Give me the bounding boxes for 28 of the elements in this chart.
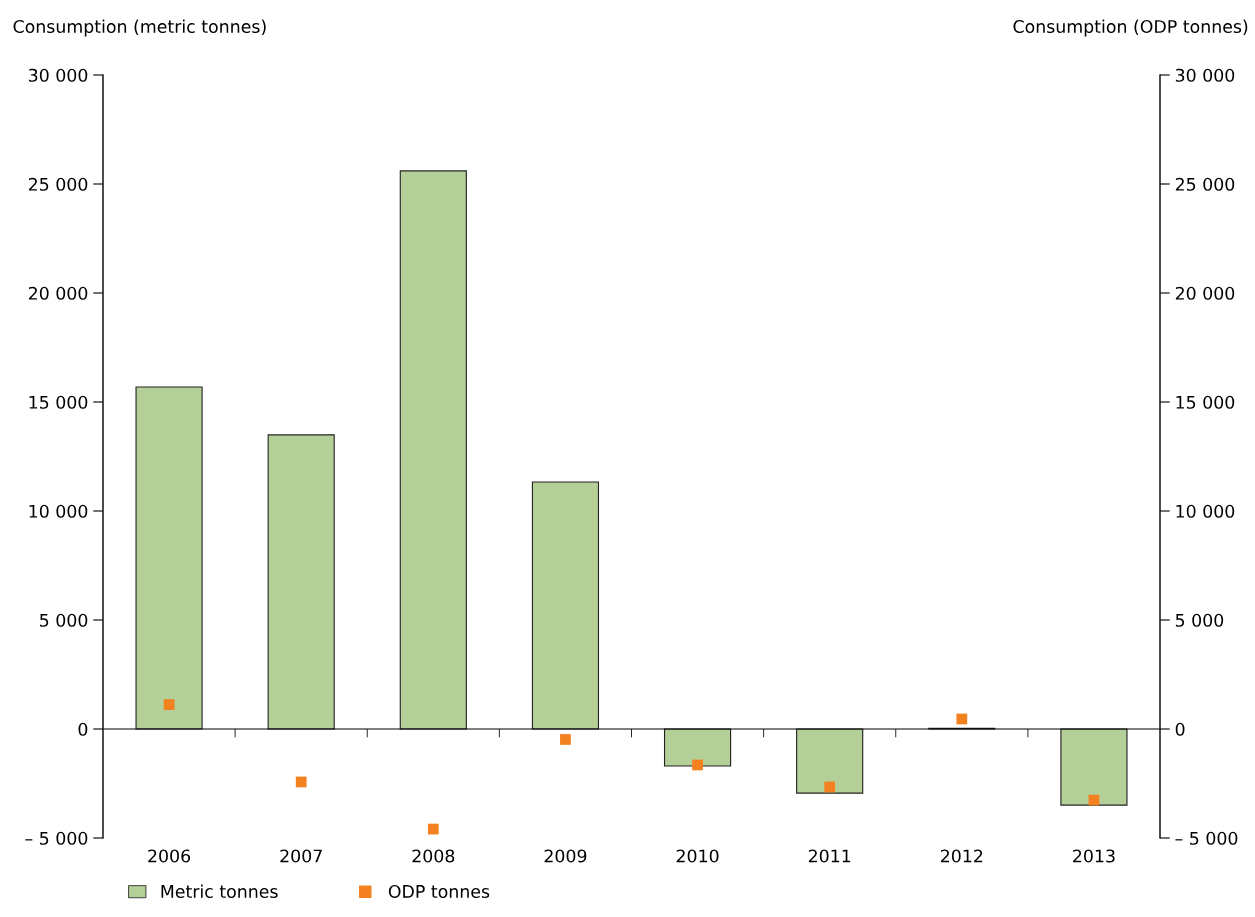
- x-tick-label: 2013: [1073, 849, 1115, 863]
- y2-tick-label: 10 000: [1176, 504, 1235, 518]
- y-tick-label: 5 000: [40, 613, 88, 627]
- y-tick-label: 20 000: [28, 286, 88, 300]
- legend-label: Metric tonnes: [161, 884, 278, 899]
- y-tick-label: 10 000: [29, 504, 88, 518]
- y2-tick-label: 15 000: [1176, 395, 1235, 409]
- y2-tick-label: 30 000: [1175, 68, 1235, 82]
- y-axis-title: Consumption (metric tonnes): [13, 19, 266, 37]
- y-tick-label: 30 000: [28, 68, 88, 82]
- legend-label: ODP tonnes: [388, 884, 490, 899]
- x-tick-label: 2008: [412, 849, 455, 863]
- x-tick-label: 2010: [676, 849, 719, 863]
- y2-tick-label: – 5 000: [1175, 831, 1238, 845]
- y2-tick-label: 20 000: [1175, 286, 1235, 300]
- y2-axis-title: Consumption (ODP tonnes): [1013, 19, 1248, 37]
- x-tick-label: 2007: [280, 849, 322, 863]
- y2-tick-label: 5 000: [1175, 613, 1224, 627]
- y2-tick-label: 0: [1175, 722, 1185, 736]
- y-tick-label: 25 000: [28, 177, 88, 191]
- y-tick-label: 0: [78, 722, 88, 736]
- x-tick-label: 2006: [148, 849, 191, 863]
- y-tick-label: – 5 000: [25, 831, 88, 845]
- x-tick-label: 2012: [940, 849, 983, 863]
- y2-tick-label: 25 000: [1175, 177, 1235, 191]
- y-tick-label: 15 000: [29, 395, 88, 409]
- x-tick-label: 2011: [808, 849, 851, 863]
- x-tick-label: 2009: [544, 849, 587, 863]
